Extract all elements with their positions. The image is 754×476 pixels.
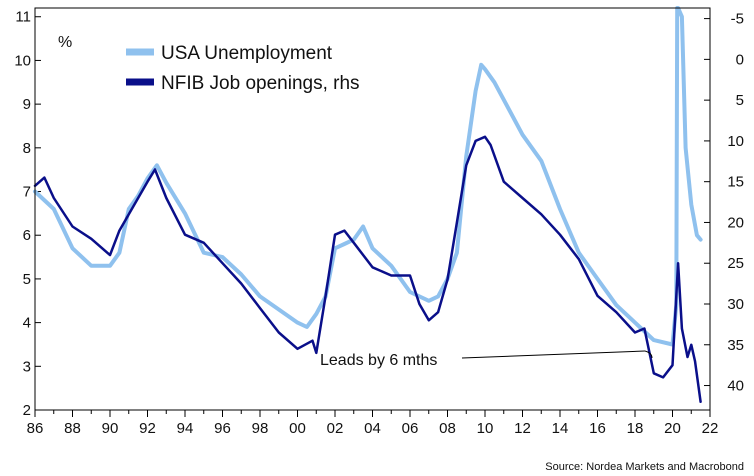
legend: USA Unemployment NFIB Job openings, rhs — [126, 43, 360, 94]
y-left-tick-label: 7 — [23, 184, 31, 201]
annotation-leads-by-6-mths: Leads by 6 mths — [320, 352, 437, 369]
x-tick-label: 94 — [177, 420, 194, 437]
x-tick-label: 02 — [327, 420, 344, 437]
y-right-tick-label: -5 — [731, 11, 744, 28]
y-left-tick-label: 3 — [23, 358, 31, 375]
y-right-tick-label: 30 — [727, 296, 744, 313]
x-tick-label: 90 — [102, 420, 119, 437]
x-tick-label: 14 — [552, 420, 569, 437]
x-tick-label: 86 — [27, 420, 44, 437]
x-tick-label: 16 — [589, 420, 606, 437]
y-left-tick-label: 5 — [23, 271, 31, 288]
x-tick-label: 06 — [402, 420, 419, 437]
x-tick-label: 92 — [139, 420, 156, 437]
annotation: Leads by 6 mths — [320, 350, 653, 369]
x-tick-label: 88 — [64, 420, 81, 437]
left-y-axis: 2 3 4 5 6 7 8 9 10 11 — [14, 9, 41, 419]
x-tick-label: 08 — [439, 420, 456, 437]
y-right-tick-label: 15 — [727, 174, 744, 191]
x-tick-label: 18 — [627, 420, 644, 437]
y-left-tick-label: 11 — [15, 9, 31, 26]
x-tick-label: 12 — [514, 420, 531, 437]
series-layer — [33, 6, 703, 404]
y-right-tick-label: 0 — [736, 51, 744, 68]
x-axis: 86 88 90 92 94 96 98 00 02 04 06 08 10 12 14 16 18 20 22 — [27, 410, 719, 437]
y-right-tick-label: 25 — [727, 255, 744, 272]
legend-label-usa-unemployment: USA Unemployment — [161, 43, 333, 64]
series-line-usa-unemployment — [33, 6, 703, 347]
annotation-arrow-hook — [644, 350, 653, 359]
right-y-axis: -5 0 5 10 15 20 25 30 35 40 — [704, 11, 744, 395]
x-tick-label: 98 — [252, 420, 269, 437]
y-right-tick-label: 40 — [727, 378, 744, 395]
y-left-tick-label: 4 — [23, 315, 31, 332]
source-note: Source: Nordea Markets and Macrobond — [545, 461, 744, 473]
x-tick-label: 20 — [664, 420, 681, 437]
y-left-tick-label: 10 — [14, 52, 31, 69]
y-left-tick-label: 2 — [23, 402, 31, 419]
y-left-tick-label: 8 — [23, 140, 31, 157]
y-left-tick-label: 6 — [23, 227, 31, 244]
plot-frame — [34, 7, 711, 411]
x-tick-label: 04 — [364, 420, 381, 437]
y-right-tick-label: 35 — [727, 337, 744, 354]
y-right-tick-label: 20 — [727, 214, 744, 231]
annotation-arrow-line — [461, 350, 646, 359]
series-line-nfib-job-openings — [33, 135, 702, 404]
x-tick-label: 10 — [477, 420, 494, 437]
unit-label: % — [58, 34, 72, 51]
x-tick-label: 96 — [214, 420, 231, 437]
legend-label-nfib-job-openings: NFIB Job openings, rhs — [161, 73, 360, 94]
y-right-tick-label: 10 — [727, 133, 744, 150]
x-tick-label: 00 — [289, 420, 306, 437]
y-right-tick-label: 5 — [736, 92, 744, 109]
y-left-tick-label: 9 — [23, 96, 31, 113]
x-tick-label: 22 — [702, 420, 719, 437]
